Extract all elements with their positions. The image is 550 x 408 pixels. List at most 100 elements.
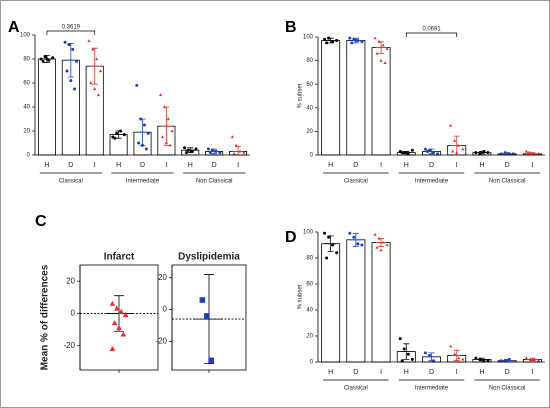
data-point <box>183 146 187 150</box>
data-point <box>354 39 358 43</box>
data-point <box>379 58 383 62</box>
y-tick-label: -20 <box>155 336 167 345</box>
data-point <box>323 231 327 235</box>
data-point <box>385 47 389 50</box>
x-tick-label: D <box>212 162 217 169</box>
data-point <box>186 148 190 152</box>
data-point <box>453 139 457 142</box>
data-point <box>119 129 123 133</box>
data-point <box>141 143 144 147</box>
data-point <box>379 248 383 252</box>
data-point <box>204 313 210 319</box>
data-point <box>360 243 364 247</box>
data-point <box>206 147 210 151</box>
y-tick-label: 80 <box>306 58 313 64</box>
data-point <box>335 39 339 43</box>
error-bar <box>400 343 412 360</box>
y-tick-label: 40 <box>23 105 30 111</box>
data-point <box>453 352 457 356</box>
x-tick-label: H <box>328 369 333 376</box>
y-tick-label: 20 <box>23 129 30 135</box>
data-point <box>122 312 129 318</box>
error-bar <box>375 41 387 54</box>
data-point <box>98 69 103 73</box>
data-point <box>461 147 465 151</box>
x-tick-label: I <box>456 369 458 376</box>
x-tick-label: D <box>353 369 358 376</box>
data-point <box>63 40 67 44</box>
x-tick-label: H <box>479 369 484 376</box>
data-point <box>142 123 146 127</box>
data-point <box>507 357 511 361</box>
group-label: Non Classical <box>196 179 233 185</box>
data-point <box>482 149 486 153</box>
y-tick-label: 60 <box>306 282 313 288</box>
data-point <box>93 87 97 91</box>
data-point <box>451 149 455 153</box>
x-tick-label: H <box>188 162 193 169</box>
data-point <box>184 151 188 155</box>
data-point <box>427 354 431 357</box>
bar <box>371 47 391 156</box>
data-point <box>89 81 93 85</box>
error-bar <box>137 118 148 146</box>
data-point <box>377 236 381 240</box>
x-tick-label: H <box>404 162 409 169</box>
x-tick-label: H <box>479 162 484 169</box>
data-point <box>109 300 116 306</box>
data-point <box>218 151 222 155</box>
data-point <box>432 359 436 363</box>
data-point <box>325 41 329 45</box>
x-tick-label: D <box>140 162 145 169</box>
panel-letter: B <box>285 19 297 36</box>
x-tick-label: I <box>380 162 382 169</box>
panel-letter: D <box>285 229 297 246</box>
error-bar <box>400 151 412 155</box>
data-point <box>162 105 167 109</box>
data-point <box>461 357 465 361</box>
y-tick-label: 0 <box>27 153 31 159</box>
data-point <box>67 43 71 47</box>
data-point <box>91 47 95 51</box>
data-point <box>503 359 507 363</box>
y-tick-label: 100 <box>303 35 314 41</box>
data-point <box>350 41 354 45</box>
y-tick-label: 0 <box>163 305 168 314</box>
data-point <box>385 243 389 247</box>
x-tick-label: D <box>505 162 510 169</box>
data-point <box>457 143 461 147</box>
x-tick-label: D <box>429 162 434 169</box>
data-point <box>194 147 198 151</box>
panel-title: Infarct <box>104 252 135 263</box>
data-point <box>400 359 404 363</box>
data-point <box>41 59 45 63</box>
data-point <box>335 251 339 255</box>
data-point <box>75 59 79 63</box>
significance-bracket <box>46 30 96 35</box>
data-point <box>39 57 43 61</box>
data-point <box>327 235 331 239</box>
group-label: Non Classical <box>489 179 526 185</box>
data-point <box>45 57 49 61</box>
data-point <box>118 308 124 314</box>
error-bar <box>65 43 76 78</box>
x-tick-label: I <box>165 162 167 169</box>
data-point <box>381 43 385 47</box>
data-point <box>482 359 486 363</box>
data-point <box>51 56 55 60</box>
error-bar <box>113 130 124 139</box>
data-point <box>164 141 168 145</box>
data-point <box>381 240 385 244</box>
data-point <box>536 152 541 155</box>
error-bar <box>350 232 362 247</box>
error-bar <box>426 352 437 362</box>
x-tick-label: D <box>353 162 358 169</box>
data-point <box>425 149 429 153</box>
y-tick-label: 20 <box>306 129 313 135</box>
data-point <box>373 36 377 40</box>
data-point <box>190 149 194 153</box>
data-point <box>87 39 91 43</box>
y-tick-label: -20 <box>63 341 75 350</box>
data-point <box>503 151 507 155</box>
bar <box>321 40 341 156</box>
